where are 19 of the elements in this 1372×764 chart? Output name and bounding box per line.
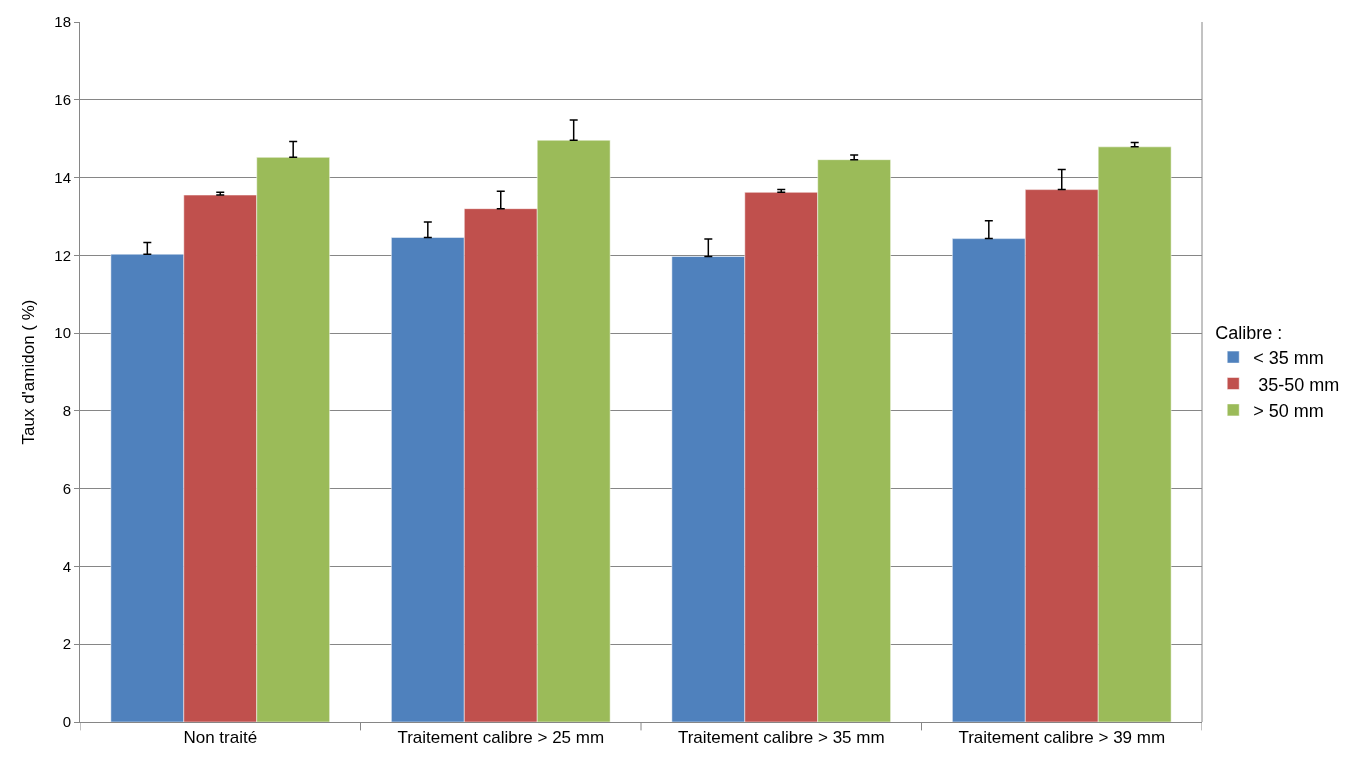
y-axis-title: Taux d'amidon ( %) [18,299,38,445]
y-tick-label: 16 [54,91,71,109]
y-tick-label: 0 [62,713,71,731]
legend-label: > 50 mm [1253,400,1324,421]
x-tick-label: Traitement calibre > 25 mm [397,728,605,748]
y-tick-label: 2 [62,635,71,653]
x-tick-label: Traitement calibre > 39 mm [958,728,1166,748]
x-tick-label: Traitement calibre > 35 mm [677,728,885,748]
y-tick-label: 10 [54,324,71,342]
y-tick-label: 12 [54,246,71,264]
y-tick-label: 6 [62,479,71,497]
y-tick-label: 4 [62,557,71,575]
y-tick-label: 14 [54,168,71,186]
legend-title: Calibre : [1215,322,1283,343]
y-tick-label: 8 [62,402,71,420]
x-tick-label: Non traité [183,728,258,748]
y-tick-label: 18 [54,13,71,31]
legend-label: 35-50 mm [1253,374,1340,395]
legend-label: < 35 mm [1253,348,1324,369]
